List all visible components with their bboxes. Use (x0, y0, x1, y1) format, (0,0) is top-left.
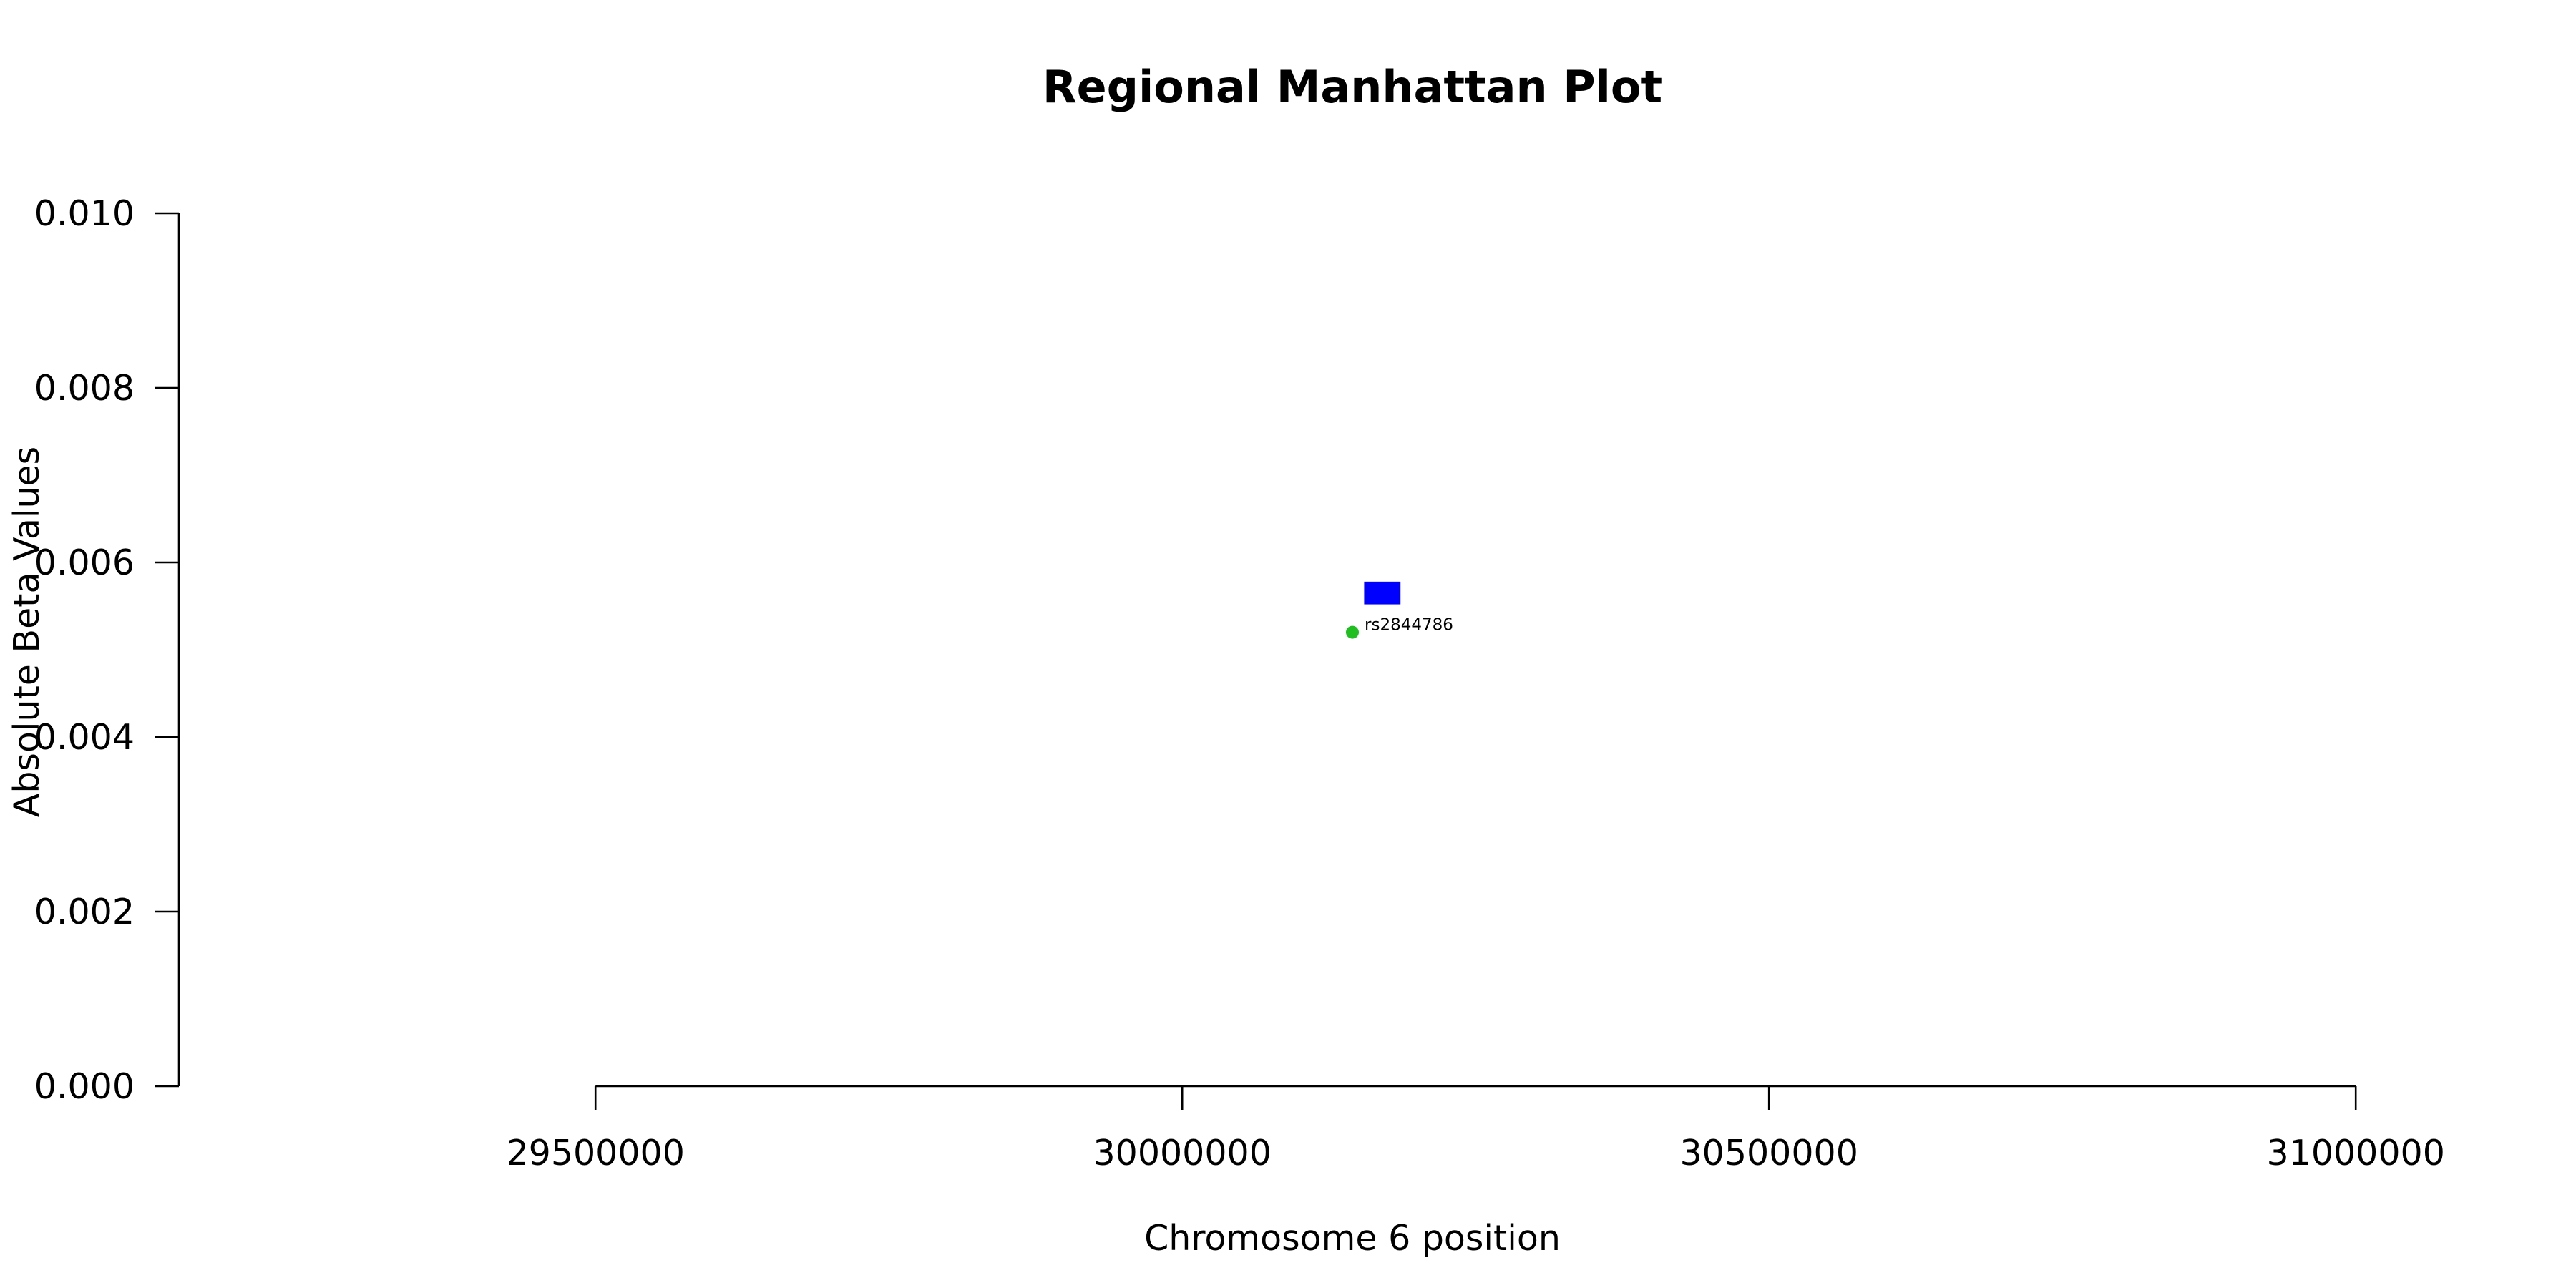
y-axis: 0.000 0.002 0.004 0.006 0.008 0.010 (34, 193, 180, 1107)
x-tick-label: 30500000 (1679, 1133, 1858, 1174)
gene-block (1364, 581, 1401, 605)
chart-title: Regional Manhattan Plot (1043, 61, 1662, 113)
snp-point (1346, 625, 1359, 639)
y-axis-title: Absolute Beta Values (6, 447, 47, 817)
plot-marks: rs2844786 (1346, 581, 1453, 639)
x-axis-ticks: 29500000 30000000 30500000 31000000 (506, 1086, 2445, 1174)
y-tick-label: 0.010 (34, 193, 135, 234)
y-tick-label: 0.006 (34, 542, 135, 583)
y-axis-ticks: 0.000 0.002 0.004 0.006 0.008 0.010 (34, 193, 179, 1107)
x-tick-label: 29500000 (506, 1133, 684, 1174)
y-tick-label: 0.008 (34, 368, 135, 409)
x-axis: 29500000 30000000 30500000 31000000 (506, 1085, 2445, 1174)
snp-label: rs2844786 (1365, 616, 1453, 635)
y-tick-label: 0.004 (34, 717, 135, 758)
x-tick-label: 30000000 (1093, 1133, 1271, 1174)
y-tick-label: 0.002 (34, 892, 135, 932)
y-tick-label: 0.000 (34, 1066, 135, 1107)
x-axis-title: Chromosome 6 position (1144, 1218, 1561, 1259)
x-tick-label: 31000000 (2266, 1133, 2444, 1174)
